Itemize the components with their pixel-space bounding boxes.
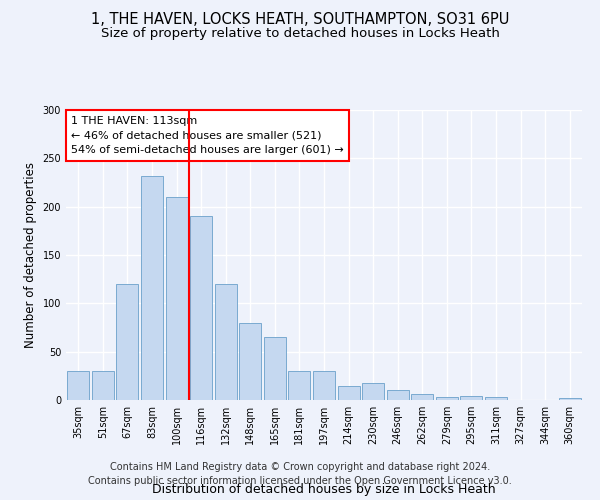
Bar (436, 397, 458, 400)
Bar (67, 371, 89, 400)
Bar (239, 322, 262, 400)
Bar (116, 284, 139, 400)
Y-axis label: Number of detached properties: Number of detached properties (24, 162, 37, 348)
Bar (338, 386, 359, 400)
Bar (92, 371, 114, 400)
Text: Contains public sector information licensed under the Open Government Licence v3: Contains public sector information licen… (88, 476, 512, 486)
Text: 1, THE HAVEN, LOCKS HEATH, SOUTHAMPTON, SO31 6PU: 1, THE HAVEN, LOCKS HEATH, SOUTHAMPTON, … (91, 12, 509, 28)
Bar (313, 371, 335, 400)
Bar (411, 394, 433, 400)
Bar (141, 176, 163, 400)
Bar (559, 398, 581, 400)
Bar (215, 284, 237, 400)
Bar (166, 197, 188, 400)
Bar (264, 337, 286, 400)
X-axis label: Distribution of detached houses by size in Locks Heath: Distribution of detached houses by size … (152, 483, 496, 496)
Bar (289, 371, 310, 400)
Text: 1 THE HAVEN: 113sqm
← 46% of detached houses are smaller (521)
54% of semi-detac: 1 THE HAVEN: 113sqm ← 46% of detached ho… (71, 116, 344, 156)
Bar (386, 390, 409, 400)
Bar (190, 216, 212, 400)
Text: Size of property relative to detached houses in Locks Heath: Size of property relative to detached ho… (101, 28, 499, 40)
Bar (362, 382, 384, 400)
Bar (485, 397, 507, 400)
Text: Contains HM Land Registry data © Crown copyright and database right 2024.: Contains HM Land Registry data © Crown c… (110, 462, 490, 472)
Bar (460, 396, 482, 400)
